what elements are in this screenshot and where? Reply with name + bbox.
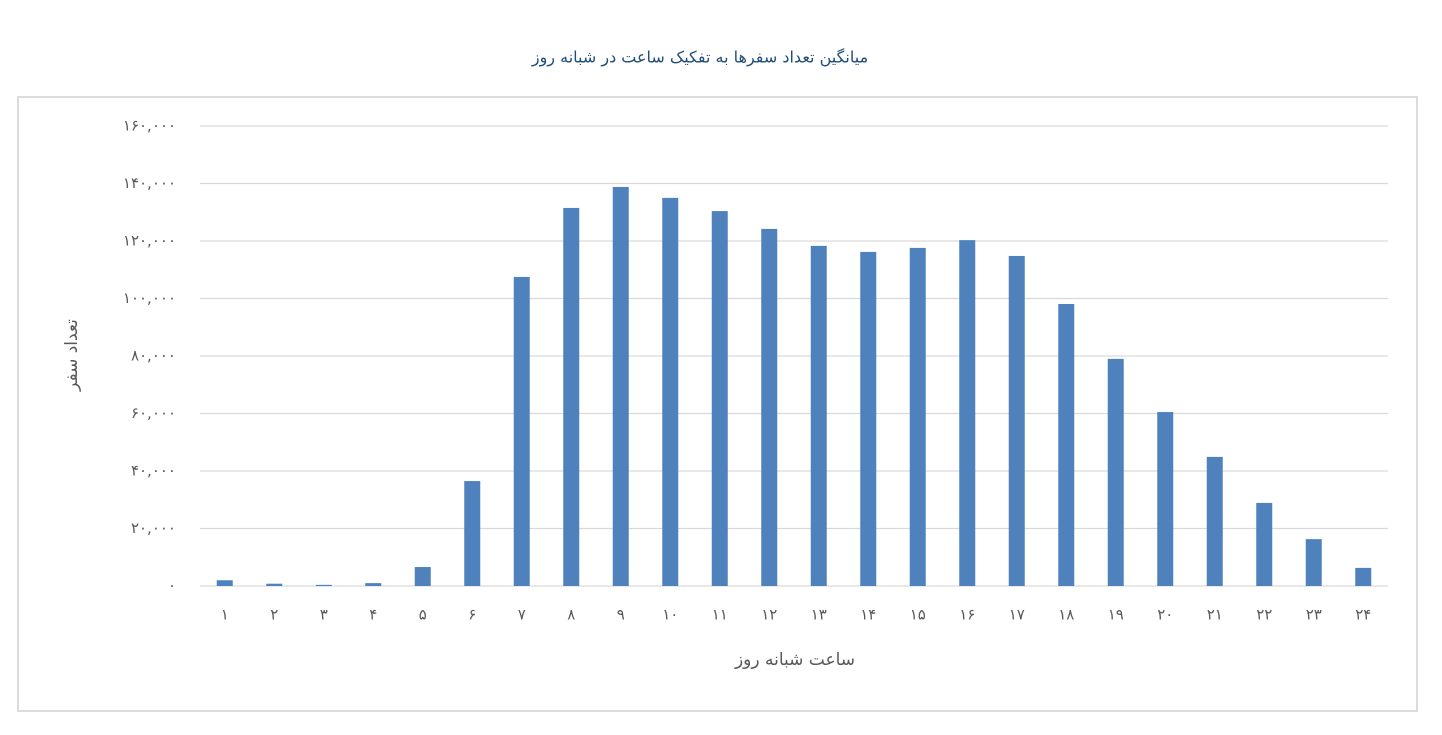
bar xyxy=(513,276,530,586)
x-tick-label: ۲۴ xyxy=(1355,606,1371,624)
bar xyxy=(711,211,728,586)
bar xyxy=(1058,303,1075,586)
bar xyxy=(612,186,629,586)
y-tick-label: ۱۰۰,۰۰۰ xyxy=(123,289,176,307)
y-tick-label: ۱۴۰,۰۰۰ xyxy=(123,174,176,192)
bar xyxy=(414,567,431,586)
x-tick-label: ۱۸ xyxy=(1058,606,1074,624)
x-tick-label: ۲۲ xyxy=(1256,606,1272,624)
x-tick-label: ۱ xyxy=(221,606,229,624)
y-tick-label: ۸۰,۰۰۰ xyxy=(131,347,176,365)
y-tick-label: ۶۰,۰۰۰ xyxy=(131,404,176,422)
y-tick-label: ۰ xyxy=(168,577,176,595)
x-tick-label: ۸ xyxy=(567,606,575,624)
bar xyxy=(1305,539,1322,586)
bar xyxy=(563,207,580,586)
x-tick-label: ۱۲ xyxy=(761,606,777,624)
bar xyxy=(1008,255,1025,586)
y-tick-label: ۱۶۰,۰۰۰ xyxy=(123,117,176,135)
bar xyxy=(1157,412,1174,586)
x-tick-label: ۲۳ xyxy=(1306,606,1322,624)
x-tick-label: ۱۳ xyxy=(811,606,827,624)
x-tick-label: ۱۴ xyxy=(860,606,876,624)
x-tick-label: ۴ xyxy=(369,606,377,624)
x-tick-label: ۲ xyxy=(270,606,278,624)
x-axis-title: ساعت شبانه روز xyxy=(734,650,855,670)
bar xyxy=(266,583,283,586)
bar xyxy=(365,583,382,586)
y-tick-label: ۲۰,۰۰۰ xyxy=(131,519,176,537)
y-axis-title: تعداد سفر xyxy=(62,319,82,392)
x-tick-label: ۱۵ xyxy=(910,606,926,624)
bar xyxy=(959,240,976,586)
y-tick-label: ۴۰,۰۰۰ xyxy=(131,462,176,480)
bar xyxy=(1256,502,1273,586)
x-tick-label: ۷ xyxy=(518,606,526,624)
bar xyxy=(761,228,778,587)
x-tick-label: ۱۶ xyxy=(959,606,975,624)
x-tick-label: ۳ xyxy=(320,606,328,624)
bar xyxy=(662,197,679,586)
bar xyxy=(1206,456,1223,586)
bar xyxy=(1355,567,1372,586)
bar xyxy=(810,245,827,586)
x-tick-label: ۲۱ xyxy=(1207,606,1223,624)
bar xyxy=(1107,358,1124,586)
x-tick-label: ۶ xyxy=(468,606,476,624)
x-tick-label: ۱۷ xyxy=(1009,606,1025,624)
x-tick-label: ۱۱ xyxy=(712,606,728,624)
x-tick-label: ۱۰ xyxy=(662,606,678,624)
x-tick-label: ۲۰ xyxy=(1157,606,1173,624)
x-tick-label: ۱۹ xyxy=(1108,606,1124,624)
bar xyxy=(464,481,481,586)
bar xyxy=(860,251,877,587)
x-tick-label: ۵ xyxy=(419,606,427,624)
bar xyxy=(909,247,926,586)
chart-title: میانگین تعداد سفرها به تفکیک ساعت در شبا… xyxy=(531,48,868,68)
x-tick-label: ۹ xyxy=(617,606,625,624)
y-tick-label: ۱۲۰,۰۰۰ xyxy=(123,232,176,250)
bar xyxy=(216,580,233,586)
bar xyxy=(315,584,332,586)
